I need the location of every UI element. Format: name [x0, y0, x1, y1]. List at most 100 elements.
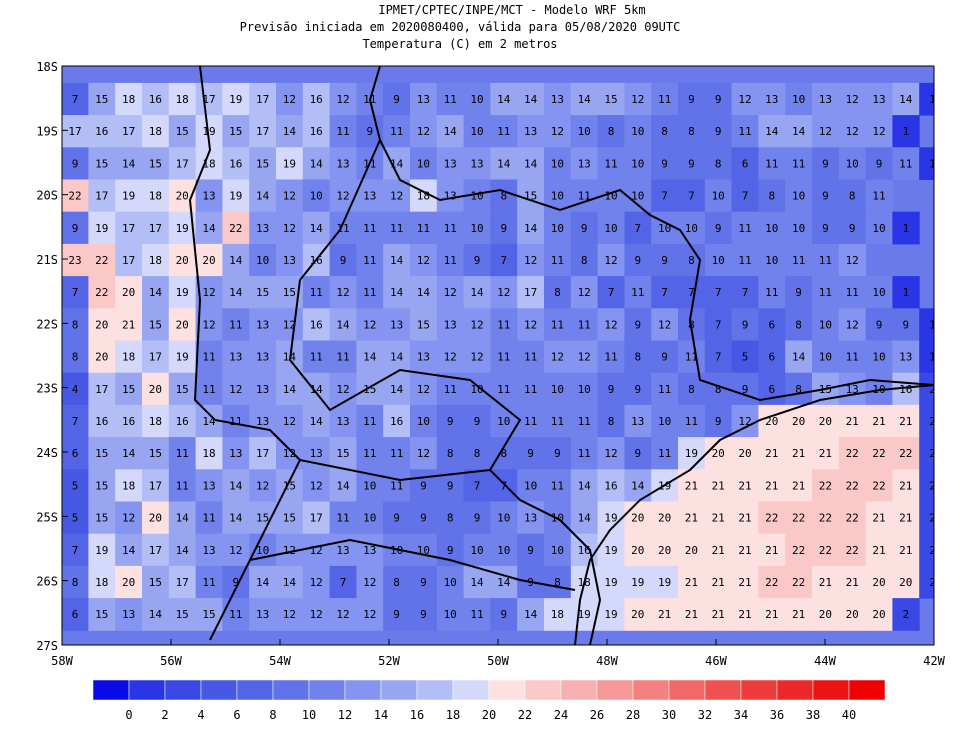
temperature-label: 14 [899, 93, 913, 106]
temperature-cell [812, 82, 840, 116]
temperature-label: 10 [712, 190, 725, 203]
temperature-cell [168, 82, 197, 116]
temperature-cell [544, 372, 572, 406]
temperature-label: 14 [524, 222, 538, 235]
temperature-label: 19 [95, 544, 108, 557]
temperature-cell [651, 501, 679, 535]
temperature-cell [142, 243, 170, 277]
temperature-cell [919, 82, 934, 116]
temperature-label: 15 [95, 93, 108, 106]
temperature-label: 10 [256, 254, 269, 267]
temperature-label: 13 [470, 157, 483, 170]
temperature-cell [812, 469, 840, 502]
temperature-cell [249, 565, 277, 599]
temperature-cell [62, 211, 89, 245]
temperature-label: 11 [470, 608, 483, 621]
temperature-label: 9 [366, 125, 373, 138]
temperature-label: 12 [417, 254, 430, 267]
temperature-label: 8 [608, 125, 615, 138]
temperature-label: 12 [872, 125, 885, 138]
temperature-label: 10 [578, 125, 591, 138]
temperature-cell [490, 308, 518, 341]
temperature-cell [517, 115, 545, 148]
temperature-label: 12 [202, 318, 215, 331]
temperature-label: 19 [176, 222, 189, 235]
temperature-cell [115, 147, 143, 180]
temperature-cell [919, 340, 934, 374]
temperature-cell [356, 501, 384, 535]
temperature-cell [517, 501, 545, 535]
temperature-label: 13 [524, 125, 537, 138]
x-tick-label: 58W [51, 654, 73, 668]
temperature-label: 14 [229, 286, 243, 299]
temperature-cell [195, 243, 223, 277]
temperature-label: 15 [95, 447, 108, 460]
temperature-label: 21 [899, 544, 912, 557]
temperature-label: 12 [336, 286, 349, 299]
temperature-cell [329, 469, 357, 502]
temperature-label: 12 [738, 93, 751, 106]
y-tick-label: 24S [36, 446, 58, 460]
temperature-label: 14 [497, 576, 511, 589]
temperature-cell [758, 437, 786, 470]
temperature-cell [570, 437, 599, 470]
temperature-label: 21 [738, 479, 751, 492]
temperature-cell [544, 211, 572, 245]
temperature-cell [731, 469, 759, 502]
temperature-label: 13 [551, 93, 564, 106]
temperature-label: 15 [256, 157, 269, 170]
temperature-cell [168, 404, 197, 438]
temperature-cell [570, 147, 599, 180]
temperature-cell [731, 82, 759, 116]
temperature-cell [115, 243, 143, 277]
temperature-cell [490, 276, 518, 309]
temperature-label: 1 [902, 286, 909, 299]
temperature-label: 22 [819, 512, 832, 525]
temperature-cell [410, 115, 438, 148]
temperature-cell [624, 82, 652, 116]
temperature-label: 12 [336, 608, 349, 621]
temperature-label: 9 [72, 222, 79, 235]
temperature-label: 10 [765, 222, 778, 235]
temperature-label: 16 [95, 415, 108, 428]
temperature-label: 14 [202, 415, 216, 428]
temperature-cell [838, 469, 867, 502]
temperature-label: 10 [551, 222, 564, 235]
temperature-label: 9 [393, 512, 400, 525]
temperature-cell [436, 404, 465, 438]
temperature-label: 13 [256, 383, 269, 396]
temperature-label: 6 [742, 157, 749, 170]
temperature-cell [142, 179, 170, 213]
temperature-cell [88, 82, 116, 116]
temperature-cell [410, 147, 438, 180]
temperature-cell [249, 179, 277, 213]
temperature-cell [329, 501, 357, 535]
temperature-label: 13 [524, 512, 537, 525]
temperature-label: 21 [765, 544, 778, 557]
temperature-label: 12 [229, 383, 242, 396]
temperature-label: 19 [658, 576, 671, 589]
temperature-cell [838, 308, 867, 341]
colorbar-label: 24 [554, 708, 568, 722]
temperature-label: 12 [336, 93, 349, 106]
temperature-label: 12 [283, 222, 296, 235]
temperature-cell [624, 243, 652, 277]
temperature-cell [544, 533, 572, 567]
temperature-cell [142, 404, 170, 438]
temperature-cell [195, 179, 223, 213]
temperature-cell [115, 276, 143, 309]
temperature-cell [142, 598, 170, 631]
temperature-label: 21 [872, 544, 885, 557]
temperature-cell [249, 115, 277, 148]
temperature-label: 10 [444, 576, 457, 589]
temperature-label: 20 [872, 576, 885, 589]
temperature-cell [88, 437, 116, 470]
temperature-cell [731, 372, 759, 406]
temperature-label: 11 [765, 286, 778, 299]
temperature-label: 20 [819, 415, 832, 428]
temperature-label: 13 [578, 157, 591, 170]
temperature-label: 20 [176, 190, 189, 203]
temperature-cell [383, 565, 411, 599]
temperature-cell [919, 372, 934, 406]
temperature-label: 20 [631, 512, 644, 525]
